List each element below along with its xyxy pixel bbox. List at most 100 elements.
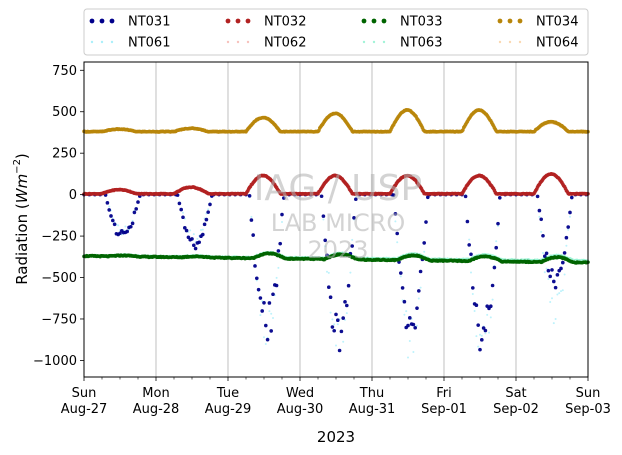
data-point (470, 271, 472, 274)
data-point (556, 293, 559, 296)
y-tick-label: 250 (52, 147, 77, 162)
data-point (326, 270, 328, 273)
data-point (250, 215, 253, 218)
data-point (539, 217, 543, 222)
data-point (327, 285, 331, 289)
data-point (559, 266, 563, 271)
data-point (197, 240, 201, 245)
data-point (547, 277, 550, 280)
x-tick-date: Sep-01 (421, 402, 467, 417)
data-point (124, 225, 127, 228)
legend-label: NT064 (536, 36, 578, 51)
data-point (251, 233, 255, 237)
data-point (268, 310, 271, 313)
data-point (563, 273, 566, 276)
data-point (566, 225, 570, 229)
x-axis: SunAug-27MonAug-28TueAug-29WedAug-30ThuA… (61, 377, 611, 417)
data-point (489, 316, 492, 319)
data-point (475, 335, 478, 338)
legend-marker (236, 40, 240, 44)
data-point (132, 210, 137, 215)
data-point (192, 243, 196, 248)
data-point (337, 348, 342, 353)
legend-label: NT034 (536, 15, 578, 30)
data-point (256, 287, 261, 292)
legend-marker (90, 40, 94, 44)
data-point (552, 322, 555, 325)
y-axis-label: Radiation (Wm−2) (12, 153, 31, 285)
data-point (334, 312, 338, 317)
x-tick-day: Mon (142, 386, 169, 401)
x-tick-day: Thu (359, 386, 384, 401)
data-point (564, 235, 569, 240)
data-point (345, 312, 348, 315)
data-point (344, 318, 346, 321)
data-point (343, 300, 347, 304)
x-tick-day: Fri (436, 386, 452, 401)
data-point (264, 343, 267, 346)
data-point (134, 207, 138, 211)
data-point (407, 356, 409, 359)
data-point (349, 271, 352, 274)
legend-marker (518, 40, 522, 44)
data-point (182, 211, 184, 214)
data-point (108, 205, 111, 208)
data-point (247, 194, 252, 198)
data-point (567, 228, 570, 231)
x-tick-day: Sat (505, 386, 526, 401)
y-axis: 750 500 250 0 −250 −500 −750 −1000 (33, 64, 84, 369)
data-point (125, 229, 129, 234)
data-point (549, 300, 552, 303)
series-layer (82, 108, 590, 359)
data-point (468, 238, 471, 241)
data-point (282, 196, 286, 200)
data-point (538, 215, 541, 218)
data-point (403, 313, 406, 316)
legend-marker (497, 18, 503, 24)
data-point (111, 218, 115, 223)
data-point (118, 231, 122, 236)
data-point (426, 195, 430, 200)
y-tick-label: −500 (41, 271, 77, 286)
data-point (405, 310, 408, 313)
data-point (554, 318, 557, 321)
legend-box (83, 8, 589, 56)
data-point (570, 195, 574, 200)
x-tick-date: Aug-29 (205, 402, 252, 417)
legend-label: NT032 (264, 15, 306, 30)
data-point (269, 329, 274, 333)
watermark-line-3: 2023 (307, 236, 368, 264)
data-point (181, 215, 185, 220)
data-point (542, 252, 544, 254)
data-point (177, 201, 182, 206)
data-point (196, 237, 199, 240)
data-point (265, 337, 270, 342)
data-point (327, 271, 330, 274)
data-point (479, 333, 481, 336)
data-point (346, 283, 351, 288)
data-point (543, 271, 546, 274)
data-point (416, 324, 418, 327)
data-point (478, 347, 482, 352)
data-point (537, 208, 542, 213)
data-point (553, 285, 558, 290)
data-point (254, 276, 259, 281)
data-point (274, 283, 279, 288)
data-point (483, 328, 488, 333)
watermark: IAG / USP LAB MICRO 2023 (254, 168, 422, 264)
data-point (415, 306, 419, 310)
data-point (471, 293, 474, 296)
data-point (258, 296, 263, 300)
data-point (496, 221, 500, 226)
data-point (352, 216, 356, 220)
data-point (272, 317, 274, 320)
data-point (477, 345, 480, 348)
data-point (208, 202, 212, 207)
data-point (335, 344, 337, 347)
data-point (319, 194, 324, 199)
data-point (267, 301, 272, 305)
data-point (136, 200, 140, 204)
data-point (351, 238, 354, 241)
data-point (202, 222, 207, 227)
data-point (417, 289, 421, 293)
